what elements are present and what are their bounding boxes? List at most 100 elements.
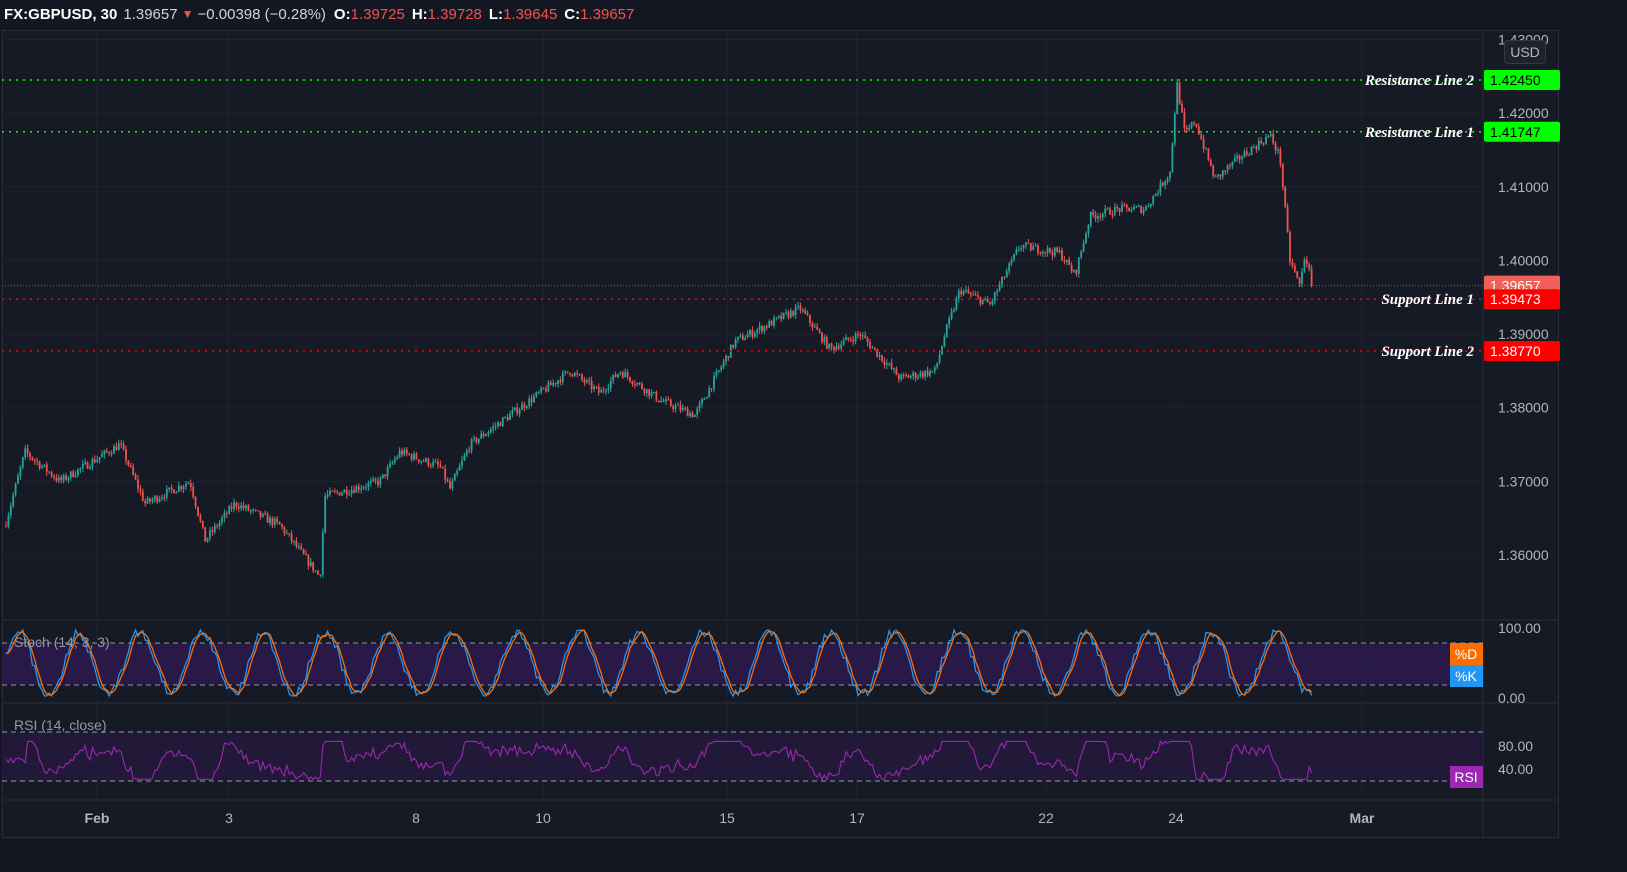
- candle: [665, 399, 667, 402]
- candle: [12, 494, 15, 506]
- candle: [98, 457, 101, 460]
- currency-button[interactable]: USD: [1504, 40, 1546, 64]
- candle: [991, 301, 994, 305]
- stoch-k-tag-label: %K: [1455, 668, 1477, 684]
- candle: [1044, 251, 1047, 253]
- candle: [139, 488, 142, 492]
- candle: [626, 372, 629, 377]
- candle: [818, 329, 821, 333]
- candle: [1133, 207, 1135, 210]
- candle: [794, 306, 797, 316]
- candle: [480, 433, 483, 439]
- candle: [182, 486, 185, 489]
- candle: [1022, 245, 1025, 248]
- candle: [1226, 165, 1229, 171]
- candle: [437, 461, 439, 465]
- candle: [876, 348, 879, 357]
- candle: [1248, 154, 1251, 156]
- time-tick-label: 22: [1038, 810, 1054, 826]
- low-value: 1.39645: [503, 5, 558, 23]
- symbol-name[interactable]: FX:GBPUSD, 30: [4, 5, 118, 23]
- candle: [506, 417, 509, 421]
- candle: [285, 533, 288, 535]
- candle: [230, 506, 233, 509]
- candle: [1113, 206, 1116, 216]
- time-tick-label: 17: [849, 810, 865, 826]
- candle: [1269, 133, 1272, 136]
- candle: [405, 449, 408, 454]
- candle: [511, 410, 514, 414]
- candle: [465, 450, 468, 456]
- candle: [1142, 209, 1145, 214]
- candle: [576, 373, 579, 375]
- candle: [110, 453, 113, 455]
- candle: [461, 460, 463, 466]
- candle: [161, 497, 163, 499]
- candle: [218, 522, 221, 527]
- candle: [969, 293, 972, 295]
- candle: [33, 459, 36, 461]
- candle: [1116, 206, 1119, 209]
- candle: [926, 370, 929, 376]
- candle: [67, 477, 70, 480]
- candle: [763, 326, 766, 332]
- candle: [240, 505, 243, 509]
- rsi-tick-label: 80.00: [1498, 738, 1533, 754]
- candle: [36, 460, 39, 462]
- candle: [667, 399, 670, 401]
- candle: [734, 339, 737, 348]
- candle: [813, 326, 816, 328]
- candle: [662, 400, 665, 402]
- candle: [1217, 174, 1219, 177]
- time-tick-label: Mar: [1350, 810, 1375, 826]
- candle: [446, 479, 449, 482]
- candle: [422, 460, 425, 462]
- candle: [619, 372, 622, 374]
- candle: [1272, 133, 1275, 144]
- candle: [624, 372, 627, 378]
- candle: [636, 383, 639, 385]
- candle: [655, 392, 658, 401]
- candle: [540, 387, 543, 393]
- candle: [657, 400, 660, 403]
- candle: [74, 475, 77, 477]
- candle: [761, 326, 763, 332]
- candle: [703, 398, 706, 400]
- candle: [302, 549, 305, 554]
- candle: [859, 334, 862, 337]
- candle: [509, 413, 511, 421]
- candle: [1214, 176, 1217, 178]
- candle: [252, 509, 255, 511]
- candle: [1005, 271, 1008, 278]
- candle: [153, 496, 156, 500]
- candle: [986, 298, 989, 303]
- candle: [554, 382, 557, 385]
- candle: [1118, 208, 1121, 212]
- support-line-label: Support Line 1: [1381, 292, 1474, 308]
- candle: [866, 338, 869, 343]
- candle: [614, 374, 617, 377]
- candle: [5, 525, 7, 527]
- candle: [355, 486, 358, 493]
- candle: [300, 546, 303, 550]
- candle: [293, 540, 295, 542]
- candle: [1241, 157, 1243, 160]
- candle: [720, 367, 723, 371]
- candle: [869, 342, 871, 349]
- candle: [785, 312, 787, 314]
- candle: [283, 527, 286, 534]
- candle: [552, 382, 555, 386]
- candle: [789, 310, 792, 318]
- candle: [780, 315, 783, 320]
- candle: [989, 302, 991, 305]
- candle: [528, 398, 531, 407]
- resistance-line-label: Resistance Line 1: [1364, 125, 1474, 141]
- horizontal-lines[interactable]: Resistance Line 2 Resistance Line 1 Suppor…: [2, 73, 1483, 360]
- candle: [1003, 276, 1006, 278]
- candle: [828, 343, 831, 349]
- candle: [811, 322, 814, 328]
- candle: [1183, 112, 1186, 129]
- candle: [343, 489, 346, 493]
- candle: [69, 471, 72, 478]
